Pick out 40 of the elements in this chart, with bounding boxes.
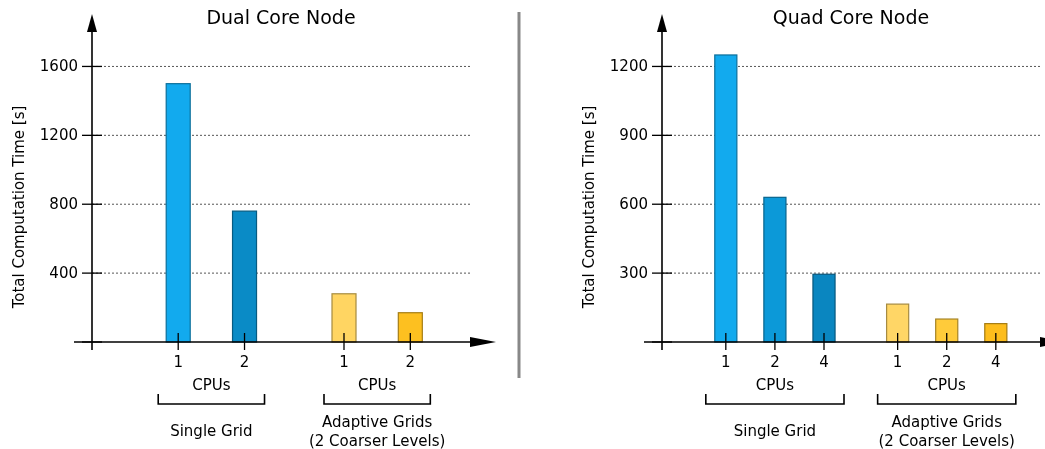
- bar: [812, 273, 836, 343]
- y-tick-label: 600: [619, 195, 648, 214]
- x-tick-label: 1: [721, 353, 731, 371]
- text: Adaptive Grids (2 Coarser Levels): [308, 413, 446, 449]
- y-tick-label: 300: [619, 264, 648, 283]
- y-tick-label: 1200: [39, 126, 78, 145]
- x-tick-label: 1: [339, 353, 349, 371]
- bar: [935, 318, 959, 343]
- text: Single Grid: [170, 422, 253, 440]
- y-tick-label: 1600: [39, 57, 78, 76]
- bar: [984, 323, 1008, 343]
- y-tick-label: 400: [49, 264, 78, 283]
- y-tick-label: 900: [619, 126, 648, 145]
- text: Adaptive Grids (2 Coarser Levels): [878, 413, 1015, 449]
- bar: [763, 196, 787, 343]
- x-axis-title: CPUs: [755, 376, 795, 394]
- bar: [231, 210, 258, 343]
- chart-title: Dual Core Node: [206, 6, 356, 28]
- x-tick-label: 1: [173, 353, 183, 371]
- x-tick-label: 2: [770, 353, 780, 371]
- bar: [885, 303, 910, 343]
- x-tick-label: 1: [892, 353, 903, 371]
- x-axis-title: CPUs: [192, 376, 231, 394]
- x-tick-label: 4: [991, 353, 1001, 371]
- y-tick-label: 1200: [609, 57, 648, 76]
- x-tick-label: 2: [941, 353, 952, 371]
- x-tick-label: 2: [405, 353, 416, 371]
- y-tick-label: 800: [49, 195, 78, 214]
- bar: [397, 312, 423, 343]
- y-axis-title: Total Computation Time [s]: [10, 105, 28, 310]
- text: Single Grid: [733, 422, 817, 440]
- x-tick-label: 4: [819, 353, 829, 371]
- text: CPUs: [357, 376, 397, 394]
- chart-title: Quad Core Node: [772, 6, 930, 28]
- bar: [714, 54, 738, 343]
- text: CPUs: [927, 376, 966, 394]
- bar: [331, 293, 357, 343]
- x-tick-label: 2: [239, 353, 250, 371]
- y-axis-title: Total Computation Time [s]: [580, 105, 598, 310]
- bar: [165, 83, 191, 343]
